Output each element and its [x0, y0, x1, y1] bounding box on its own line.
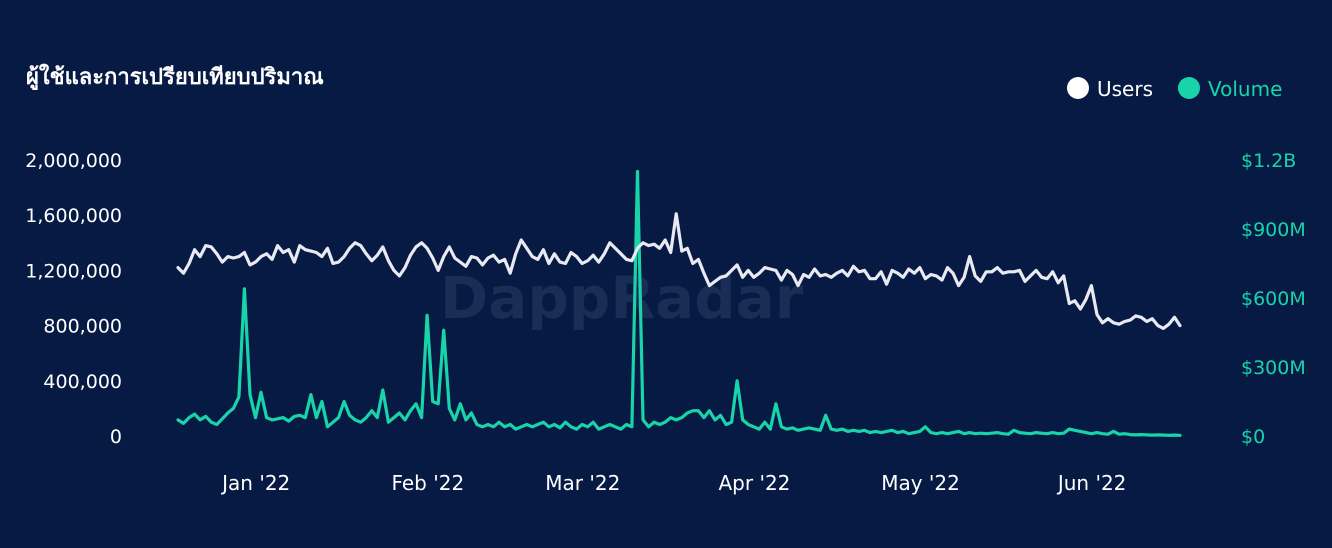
y-axis-right: $0 $300M $600M $900M $1.2B	[1241, 150, 1306, 448]
legend-label-users: Users	[1097, 77, 1153, 101]
legend-label-volume: Volume	[1208, 77, 1282, 101]
x-tick-label: Jun '22	[1056, 471, 1127, 495]
volume-legend-dot-icon	[1178, 77, 1200, 99]
legend: Users Volume	[1067, 77, 1282, 101]
series-line-users	[176, 212, 1182, 330]
y-left-tick-label: 1,600,000	[25, 205, 122, 227]
legend-item-users[interactable]: Users	[1067, 77, 1153, 101]
x-tick-label: Feb '22	[391, 471, 464, 495]
y-left-tick-label: 1,200,000	[25, 260, 122, 282]
y-right-tick-label: $900M	[1241, 219, 1306, 241]
plot-area	[176, 169, 1182, 437]
x-tick-label: May '22	[881, 471, 960, 495]
x-axis: Jan '22 Feb '22 Mar '22 Apr '22 May '22 Jun '…	[220, 471, 1126, 495]
x-tick-label: Apr '22	[718, 471, 790, 495]
y-left-tick-label: 800,000	[43, 316, 122, 338]
y-left-tick-label: 400,000	[43, 371, 122, 393]
y-axis-left: 0 400,000 800,000 1,200,000 1,600,000 2,000,0…	[25, 150, 122, 448]
series-line-volume	[176, 169, 1182, 437]
x-tick-label: Mar '22	[545, 471, 620, 495]
y-right-tick-label: $600M	[1241, 288, 1306, 310]
y-right-tick-label: $1.2B	[1241, 150, 1296, 172]
y-left-tick-label: 0	[110, 426, 122, 448]
legend-item-volume[interactable]: Volume	[1178, 77, 1282, 101]
users-legend-dot-icon	[1067, 77, 1089, 99]
x-tick-label: Jan '22	[220, 471, 290, 495]
y-right-tick-label: $300M	[1241, 357, 1306, 379]
y-left-tick-label: 2,000,000	[25, 150, 122, 172]
y-right-tick-label: $0	[1241, 426, 1265, 448]
chart-title: ผู้ใช้และการเปรียบเทียบปริมาณ	[26, 63, 324, 91]
